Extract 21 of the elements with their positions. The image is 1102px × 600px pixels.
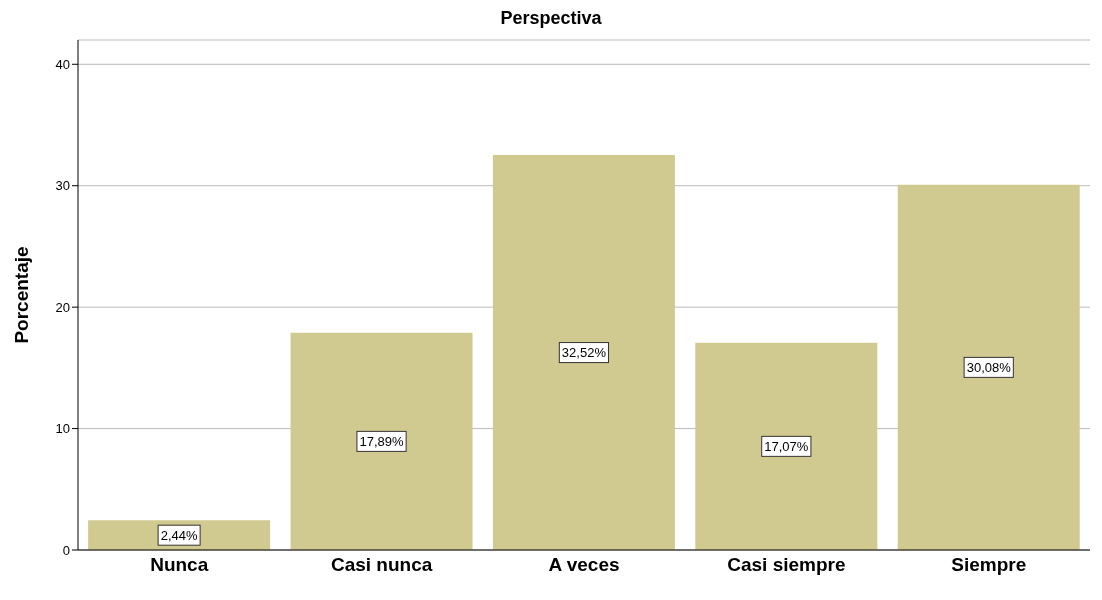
x-tick-label: Casi nunca xyxy=(330,554,433,576)
data-label: 30,08% xyxy=(966,359,1012,375)
x-tick-label: Siempre xyxy=(951,554,1027,576)
bar xyxy=(492,155,675,550)
bar xyxy=(290,332,473,550)
y-tick-label: 20 xyxy=(55,299,70,315)
y-axis-title: Porcentaje xyxy=(10,246,32,344)
data-label: 32,52% xyxy=(561,345,607,361)
bar xyxy=(695,342,878,550)
y-tick-label: 40 xyxy=(55,56,70,72)
y-tick-label: 30 xyxy=(55,178,70,194)
bar xyxy=(897,184,1080,550)
chart-title: Perspectiva xyxy=(499,8,603,30)
x-tick-label: Nunca xyxy=(150,554,209,576)
y-tick-label: 10 xyxy=(55,421,70,437)
x-tick-label: Casi siempre xyxy=(727,554,846,576)
data-label: 17,07% xyxy=(764,438,809,454)
data-label: 17,89% xyxy=(359,433,404,449)
x-tick-label: A veces xyxy=(548,554,620,576)
y-tick-label: 0 xyxy=(62,542,70,558)
data-label: 2,44% xyxy=(160,527,198,543)
